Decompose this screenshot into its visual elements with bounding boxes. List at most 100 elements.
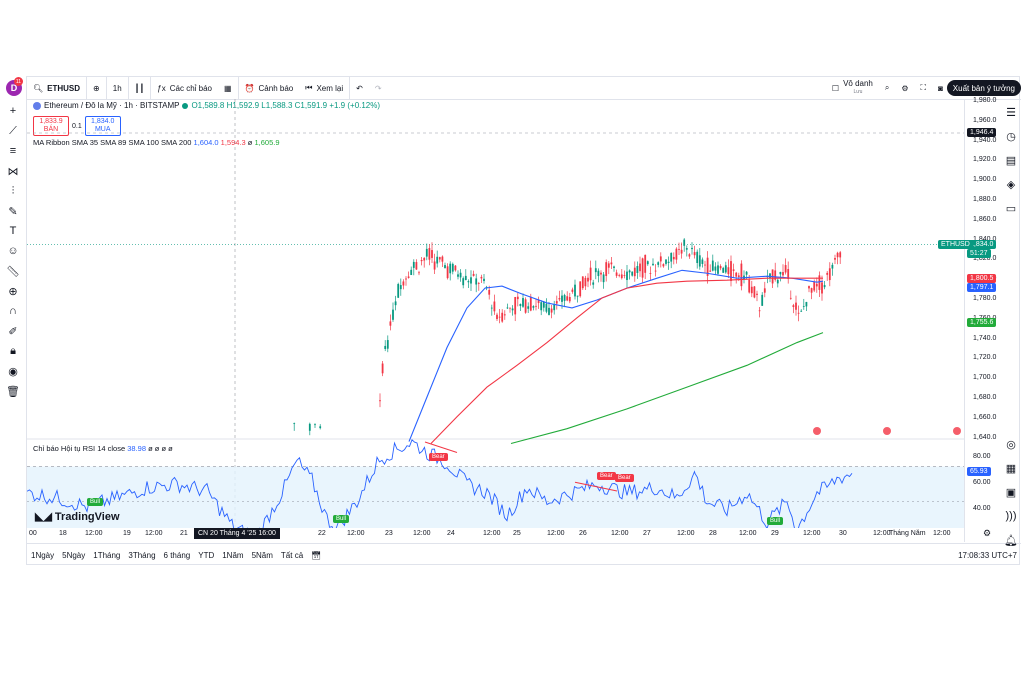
candle-body (540, 302, 543, 311)
text-icon[interactable]: T (9, 225, 17, 237)
clock[interactable]: 17:08:33 UTC+7 (954, 551, 1021, 560)
candle-body (680, 249, 683, 254)
trash-icon[interactable]: 🗑︎ (6, 385, 20, 398)
news-icon[interactable]: ▤ (1005, 154, 1017, 167)
publish-idea-button[interactable]: Xuất bản ý tưởng (946, 80, 1021, 96)
time-tick-label: 12:00 (933, 530, 951, 537)
candle-body (706, 257, 709, 276)
trendline-icon[interactable]: ⟋ (9, 124, 17, 137)
ruler-icon[interactable]: 📏︎ (6, 265, 20, 278)
range-button[interactable]: 1Tháng (93, 550, 121, 560)
crosshair-icon[interactable]: + (9, 105, 17, 117)
settings-button[interactable]: ⚙ (895, 77, 914, 99)
buy-sell-panel: 1,833.9 BÁN 0.1 1,834.0 MUA (33, 116, 121, 136)
candle-body (815, 283, 818, 287)
undo-icon: ↶ (356, 83, 363, 93)
price-scale[interactable]: 1,980.0 1,960.0 1,940.0 1,920.0 1,900.0 1,880… (938, 97, 1021, 542)
rsi-name: Chỉ báo Hội tụ RSI 14 close (33, 444, 126, 453)
symbol-price-tag: ETHUSD (938, 240, 973, 249)
range-button[interactable]: 6 tháng (163, 550, 191, 560)
forecast-icon[interactable]: ⫶ (11, 184, 15, 197)
target-icon[interactable]: ◎ (1006, 438, 1016, 451)
ideas-icon[interactable]: ▣ (1005, 486, 1017, 499)
symbol-search[interactable]: 🔍︎ ETHUSD (27, 77, 88, 99)
layers-icon[interactable]: ◈ (1006, 178, 1016, 191)
goto-date-icon[interactable]: 📅︎ (311, 550, 322, 560)
range-button[interactable]: Tất cả (280, 550, 304, 560)
range-button[interactable]: 5Năm (251, 550, 273, 560)
candle-body (698, 255, 701, 267)
range-button[interactable]: YTD (198, 550, 215, 560)
price-chart[interactable] (27, 99, 964, 528)
compare-button[interactable]: ⊕ (87, 77, 107, 99)
range-button[interactable]: 1Ngày (31, 550, 55, 560)
candle-body (384, 345, 387, 349)
candle-body (314, 424, 316, 426)
candle-body (600, 272, 602, 275)
candle-body (683, 239, 686, 246)
time-tick-label: 26 (579, 530, 587, 537)
lock-icon[interactable]: 🔒︎ (10, 344, 16, 357)
candle-body (782, 272, 784, 276)
magnet-icon[interactable]: ∩ (9, 305, 17, 317)
eye-icon[interactable]: ◉ (8, 365, 18, 378)
replay-button[interactable]: ⏮ Xem lại (299, 77, 351, 99)
chart-type-button[interactable]: ┃┃ (129, 77, 152, 99)
brush-icon[interactable]: ✎ (8, 205, 18, 218)
watchlist-icon[interactable]: ☰ (1006, 106, 1016, 119)
candle-body (467, 281, 470, 283)
candle-body (555, 301, 558, 304)
candle-body (618, 274, 621, 276)
bell-icon[interactable]: 🔔︎ (1004, 534, 1018, 547)
alerts-button[interactable]: ⏰ Cảnh báo (239, 77, 300, 99)
gear-icon: ⚙ (901, 83, 909, 93)
redo-button[interactable]: ↷ (369, 77, 388, 99)
rsi-legend[interactable]: Chỉ báo Hội tụ RSI 14 close 38.98 ø ø ø … (33, 444, 173, 453)
buy-button[interactable]: 1,834.0 MUA (84, 116, 121, 136)
candle-body (524, 299, 527, 313)
chat-icon[interactable]: ▭ (1005, 202, 1017, 215)
candle-body (472, 273, 475, 276)
candle-body (779, 271, 782, 275)
fullscreen-button[interactable]: ⛶ (915, 77, 933, 99)
fib-icon[interactable]: ≡ (9, 145, 17, 157)
snapshot-button[interactable]: ◙ (932, 77, 949, 99)
calendar-icon[interactable]: ▦ (1005, 462, 1017, 475)
candle-body (470, 277, 472, 284)
candle-body (823, 285, 826, 288)
alerts-clock-icon[interactable]: ◷ (1006, 130, 1016, 143)
candle-body (589, 267, 592, 281)
pattern-icon[interactable]: ⋈ (7, 165, 19, 178)
candle-body (496, 314, 498, 320)
interval-button[interactable]: 1h (107, 77, 129, 99)
undo-button[interactable]: ↶ (350, 77, 369, 99)
lock-drawing-icon[interactable]: ✐ (8, 325, 18, 338)
range-button[interactable]: 1Năm (222, 550, 244, 560)
sma89-value: 1,594.3 (220, 138, 246, 147)
candle-body (594, 268, 597, 273)
candle-body (493, 301, 496, 312)
layout-menu[interactable]: ☐ Vô danh Lưu (826, 77, 879, 99)
candle-body (628, 270, 631, 273)
candle-body (808, 286, 810, 289)
candle-body (745, 271, 748, 275)
candle-body (571, 289, 574, 292)
time-scale[interactable]: 00 18 21 22 12:00 23 12:00 24 12:00 25 12:00 26 12:0… (27, 528, 964, 542)
indicators-button[interactable]: ƒx Các chỉ báo (151, 77, 218, 99)
range-button[interactable]: 3Tháng (128, 550, 156, 560)
templates-button[interactable]: ▦ (218, 77, 239, 99)
zoom-in-icon[interactable]: ⊕ (8, 285, 18, 298)
range-button[interactable]: 5Ngày (62, 550, 86, 560)
stream-icon[interactable]: ))) (1005, 510, 1017, 522)
emoji-icon[interactable]: ☺ (7, 245, 19, 257)
candle-body (462, 278, 465, 286)
quick-search-button[interactable]: ⌕ (879, 77, 895, 99)
time-tick-label: 12:00 (611, 530, 629, 537)
ma-ribbon-legend[interactable]: MA Ribbon SMA 35 SMA 89 SMA 100 SMA 200 … (33, 138, 280, 147)
candle-body (748, 279, 751, 293)
sma200-line (510, 332, 824, 445)
sell-button[interactable]: 1,833.9 BÁN (33, 116, 69, 136)
candle-body (776, 279, 779, 284)
timezone-settings-icon[interactable]: ⚙ (983, 528, 992, 538)
candle-body (444, 265, 446, 269)
